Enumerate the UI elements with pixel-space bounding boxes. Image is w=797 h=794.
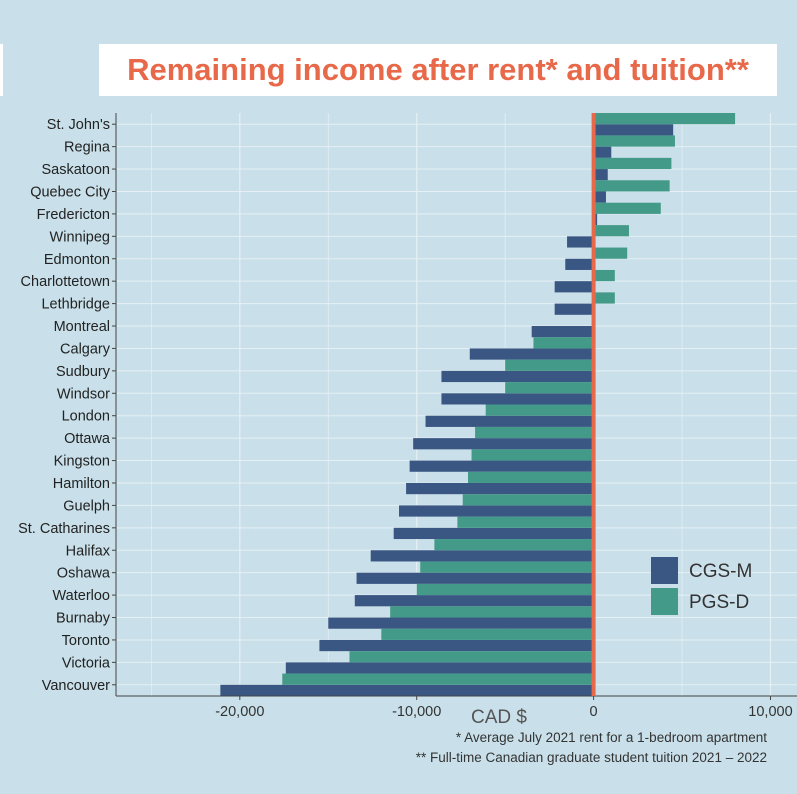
- bar-cgs-m-6: [565, 258, 594, 270]
- bar-pgs-d-3: [593, 180, 670, 192]
- category-label: Guelph: [63, 498, 110, 514]
- bar-cgs-m-20: [356, 572, 594, 584]
- category-label: Saskatoon: [41, 162, 110, 178]
- footnote-rent: * Average July 2021 rent for a 1-bedroom…: [455, 730, 767, 745]
- bar-pgs-d-12: [505, 382, 594, 394]
- category-label: London: [62, 409, 110, 425]
- bar-cgs-m-23: [319, 639, 594, 652]
- category-label: Toronto: [62, 633, 110, 649]
- bar-pgs-d-0: [593, 113, 736, 125]
- bar-pgs-d-6: [593, 247, 628, 259]
- bar-cgs-m-12: [441, 393, 594, 405]
- title-box: Remaining income after rent* and tuition…: [99, 44, 777, 96]
- bar-pgs-d-11: [505, 359, 594, 371]
- bar-cgs-m-24: [285, 662, 594, 674]
- bar-cgs-m-5: [567, 236, 594, 248]
- x-axis-title: CAD $: [471, 707, 527, 728]
- bar-cgs-m-21: [354, 595, 594, 607]
- bar-pgs-d-24: [349, 651, 594, 663]
- legend-swatch-cgs-m: [651, 557, 678, 584]
- bar-pgs-d-16: [467, 471, 594, 483]
- bar-cgs-m-22: [328, 617, 594, 629]
- category-label: Kingston: [54, 454, 110, 470]
- category-label: Waterloo: [53, 588, 110, 604]
- bar-cgs-m-17: [399, 505, 594, 517]
- bar-pgs-d-18: [457, 516, 594, 528]
- category-label: Regina: [64, 140, 111, 156]
- bar-cgs-m-14: [413, 438, 594, 450]
- category-label: St. John's: [47, 117, 110, 133]
- bar-pgs-d-5: [593, 225, 629, 237]
- bar-pgs-d-14: [475, 426, 594, 439]
- category-label: Winnipeg: [50, 229, 110, 245]
- legend-swatch-pgs-d: [651, 588, 678, 615]
- bar-cgs-m-18: [393, 527, 594, 540]
- bar-pgs-d-15: [471, 449, 594, 461]
- x-tick-label: 0: [590, 704, 598, 720]
- category-label: Quebec City: [30, 184, 111, 200]
- x-tick-label: -10,000: [392, 704, 441, 720]
- chart-title: Remaining income after rent* and tuition…: [127, 52, 749, 87]
- bar-cgs-m-10: [469, 348, 594, 360]
- category-label: Lethbridge: [41, 297, 110, 313]
- category-label: Victoria: [62, 655, 111, 671]
- category-label: Sudbury: [56, 364, 111, 380]
- bar-cgs-m-15: [409, 460, 594, 472]
- category-label: Windsor: [57, 386, 110, 402]
- bar-cgs-m-7: [554, 281, 594, 293]
- bar-cgs-m-11: [441, 370, 594, 383]
- category-label: Oshawa: [57, 566, 111, 582]
- bar-pgs-d-25: [282, 673, 594, 685]
- category-label: Burnaby: [56, 611, 111, 627]
- bar-pgs-d-8: [593, 292, 615, 304]
- bar-pgs-d-20: [420, 561, 594, 573]
- category-label: Ottawa: [64, 431, 111, 447]
- category-label: St. Catharines: [18, 521, 110, 537]
- bar-pgs-d-17: [462, 494, 594, 506]
- category-label: Vancouver: [42, 678, 110, 694]
- bar-cgs-m-13: [425, 415, 594, 427]
- bar-pgs-d-2: [593, 157, 672, 170]
- x-tick-label: -20,000: [215, 704, 264, 720]
- category-label: Edmonton: [44, 252, 110, 268]
- bar-pgs-d-10: [533, 337, 594, 349]
- bar-cgs-m-1: [593, 146, 612, 158]
- bar-cgs-m-19: [370, 550, 594, 562]
- legend-label-cgs-m: CGS-M: [689, 561, 752, 582]
- left-edge-tab: [0, 44, 3, 96]
- bar-pgs-d-7: [593, 269, 615, 282]
- legend-label-pgs-d: PGS-D: [689, 592, 749, 613]
- bar-pgs-d-4: [593, 202, 661, 214]
- bar-cgs-m-9: [531, 326, 594, 338]
- category-label: Fredericton: [37, 207, 110, 223]
- bar-pgs-d-13: [485, 404, 594, 416]
- bar-cgs-m-8: [554, 303, 594, 315]
- x-tick-label: 10,000: [748, 704, 792, 720]
- bar-pgs-d-23: [381, 628, 594, 640]
- category-label: Hamilton: [53, 476, 110, 492]
- bar-pgs-d-22: [390, 606, 594, 618]
- bar-cgs-m-0: [593, 124, 674, 136]
- bar-pgs-d-19: [434, 539, 594, 551]
- bar-cgs-m-16: [406, 482, 594, 495]
- category-label: Montreal: [54, 319, 110, 335]
- category-label: Halifax: [66, 543, 111, 559]
- category-label: Calgary: [60, 341, 111, 357]
- bar-pgs-d-1: [593, 135, 675, 147]
- bar-pgs-d-21: [416, 583, 594, 596]
- footnote-tuition: ** Full-time Canadian graduate student t…: [415, 750, 767, 765]
- category-label: Charlottetown: [21, 274, 110, 290]
- bar-cgs-m-2: [593, 169, 608, 181]
- bar-cgs-m-3: [593, 191, 606, 203]
- bar-cgs-m-25: [220, 684, 594, 696]
